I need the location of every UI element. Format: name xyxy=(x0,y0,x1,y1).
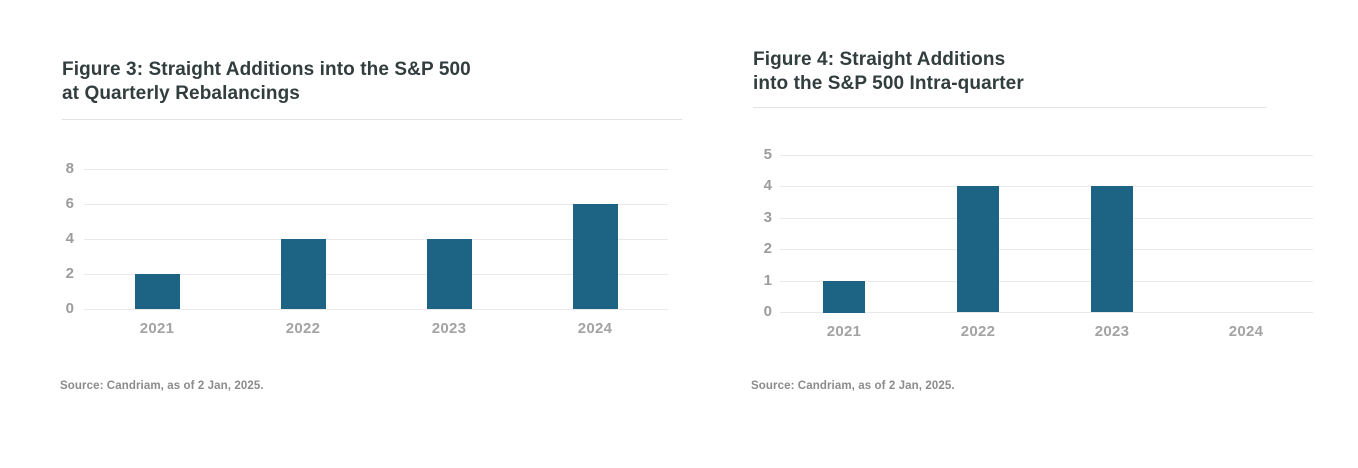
gridline-y-3 xyxy=(780,218,1313,219)
x-axis-tick-label: 2021 xyxy=(826,323,862,340)
gridline-y-2 xyxy=(780,249,1313,250)
x-axis-tick-label: 2022 xyxy=(960,323,996,340)
figure-3-title-divider xyxy=(62,119,682,120)
y-axis-tick-label: 0 xyxy=(65,300,74,317)
figure-4-title-divider xyxy=(753,107,1267,108)
x-axis-tick-label: 2024 xyxy=(577,320,613,337)
gridline-y-1 xyxy=(780,281,1313,282)
x-axis-tick-label: 2022 xyxy=(285,320,321,337)
gridline-y-4 xyxy=(84,239,668,240)
y-axis-tick-label: 4 xyxy=(763,177,772,194)
bar-2021 xyxy=(823,281,865,313)
x-axis-tick-label: 2021 xyxy=(139,320,175,337)
bar-2022 xyxy=(957,186,999,312)
gridline-y-2 xyxy=(84,274,668,275)
bar-2021 xyxy=(135,274,180,309)
bar-2023 xyxy=(1091,186,1133,312)
y-axis-tick-label: 0 xyxy=(763,303,772,320)
y-axis-tick-label: 1 xyxy=(763,272,772,289)
y-axis-tick-label: 4 xyxy=(65,230,74,247)
figure-3-source: Source: Candriam, as of 2 Jan, 2025. xyxy=(60,380,264,392)
figure-3-title: Figure 3: Straight Additions into the S&… xyxy=(62,59,471,104)
gridline-y-4 xyxy=(780,186,1313,187)
y-axis-tick-label: 2 xyxy=(763,240,772,257)
y-axis-tick-label: 5 xyxy=(763,146,772,163)
x-axis-tick-label: 2023 xyxy=(1094,323,1130,340)
gridline-y-0 xyxy=(84,309,668,310)
y-axis-tick-label: 3 xyxy=(763,209,772,226)
y-axis-tick-label: 2 xyxy=(65,265,74,282)
gridline-y-5 xyxy=(780,155,1313,156)
bar-2023 xyxy=(427,239,472,309)
y-axis-tick-label: 6 xyxy=(65,195,74,212)
bar-2022 xyxy=(281,239,326,309)
gridline-y-0 xyxy=(780,312,1313,313)
figure-4-title: Figure 4: Straight Additions into the S&… xyxy=(753,49,1024,94)
figure-4-bar-chart: 0 1 2 3 4 5 2021 2022 2023 2024 xyxy=(750,140,1325,345)
gridline-y-8 xyxy=(84,169,668,170)
figure-4-source: Source: Candriam, as of 2 Jan, 2025. xyxy=(751,380,955,392)
x-axis-tick-label: 2023 xyxy=(431,320,467,337)
y-axis-tick-label: 8 xyxy=(65,160,74,177)
bar-2024 xyxy=(573,204,618,309)
gridline-y-6 xyxy=(84,204,668,205)
x-axis-tick-label: 2024 xyxy=(1228,323,1264,340)
figure-3-bar-chart: 0 2 4 6 8 2021 2022 2023 2024 xyxy=(56,140,676,345)
